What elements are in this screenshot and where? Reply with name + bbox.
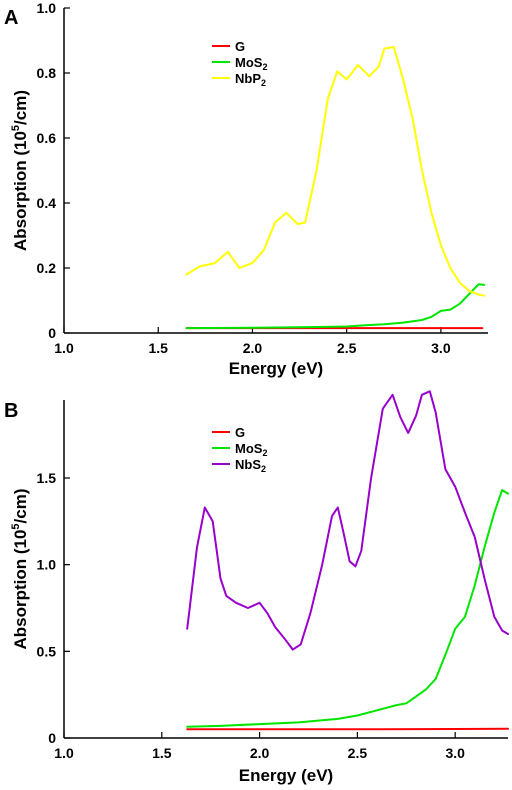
legend-label-name: G (235, 425, 245, 440)
x-tick-label: 2.5 (348, 745, 368, 761)
x-tick-label: 2.5 (337, 340, 357, 356)
legend-label-subscript: 2 (262, 448, 267, 458)
y-axis-title-exponent: 5 (10, 125, 22, 131)
legend-label-name: NbP (235, 71, 261, 86)
x-tick-label: 2.0 (243, 340, 263, 356)
y-axis-title-base: Absorption (10 (11, 131, 30, 251)
x-tick-label: 1.0 (54, 340, 74, 356)
legend-label: G (235, 39, 245, 54)
y-axis-title-base: Absorption (10 (11, 530, 30, 650)
y-tick-label: 1.5 (37, 470, 57, 486)
x-tick-label: 1.5 (148, 340, 168, 356)
series-line-mos2 (186, 489, 509, 728)
series-line-g (186, 727, 509, 731)
legend-label: NbS2 (235, 457, 266, 474)
y-tick-label: 0.2 (37, 260, 57, 276)
y-axis-title-tail: /cm) (11, 90, 30, 125)
panel-label: B (4, 400, 18, 422)
x-tick-label: 3.0 (431, 340, 451, 356)
legend-label: MoS2 (235, 55, 267, 72)
y-axis-title-tail: /cm) (11, 488, 30, 523)
series-line-nbs2 (186, 390, 509, 651)
legend-label: MoS2 (235, 441, 267, 458)
x-tick-label: 2.0 (250, 745, 270, 761)
panel-label: A (4, 7, 18, 29)
y-axis-title: Absorption (105/cm) (10, 488, 30, 649)
x-axis-title: Energy (eV) (229, 359, 323, 378)
legend-label-subscript: 2 (262, 62, 267, 72)
y-tick-label: 0.5 (37, 643, 57, 659)
series-line-nbp2 (185, 46, 486, 297)
y-tick-label: 0.6 (37, 130, 57, 146)
y-tick-label: 0 (48, 325, 56, 341)
legend-label: G (235, 425, 245, 440)
y-axis-title-exponent: 5 (10, 523, 22, 529)
legend-label-name: MoS (235, 55, 263, 70)
legend-label: NbP2 (235, 71, 266, 88)
chart-panel-a: A 1.0 1.5 2.0 2.5 3.0 0 0.2 0.4 0.6 0.8 1.0 Energy (… (4, 0, 488, 378)
x-axis-title: Energy (eV) (239, 766, 333, 785)
y-tick-label: 0.8 (37, 65, 57, 81)
y-tick-label: 0 (48, 730, 56, 746)
x-tick-label: 3.0 (445, 745, 465, 761)
series-line-mos2 (185, 283, 486, 330)
x-tick-label: 1.5 (152, 745, 172, 761)
legend-label-subscript: 2 (261, 78, 266, 88)
y-tick-label: 0.4 (37, 195, 57, 211)
legend-label-name: NbS (235, 457, 261, 472)
y-tick-label: 1.0 (37, 0, 57, 16)
legend-label-name: G (235, 39, 245, 54)
legend-label-name: MoS (235, 441, 263, 456)
chart-panel-b: B 1.0 1.5 2.0 2.5 3.0 0 0.5 1.0 1.5 Energy (eV) Abs… (4, 390, 509, 785)
x-tick-label: 1.0 (54, 745, 74, 761)
legend-label-subscript: 2 (261, 464, 266, 474)
y-axis-title: Absorption (105/cm) (10, 90, 30, 251)
y-tick-label: 1.0 (37, 557, 57, 573)
